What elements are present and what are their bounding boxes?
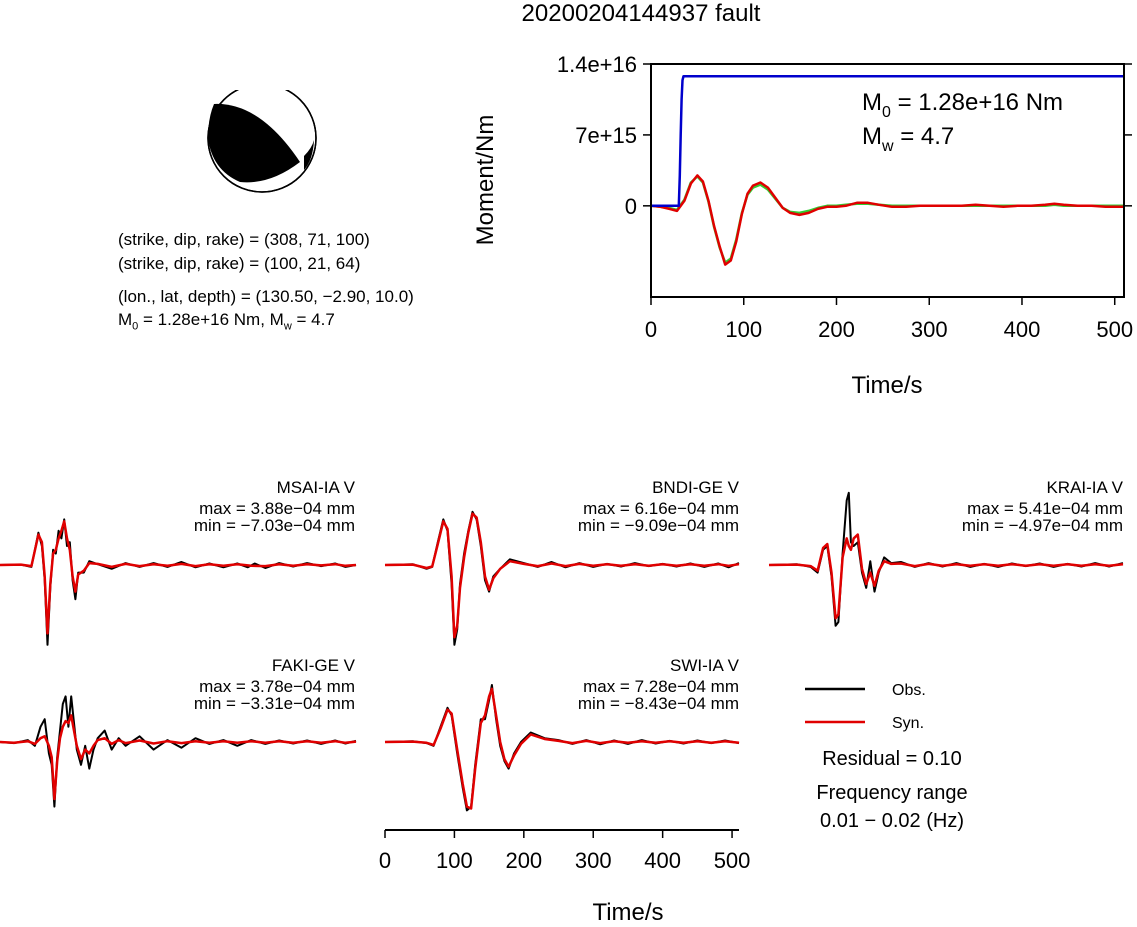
station-label: BNDI-GE V [652, 478, 740, 497]
moment-series-line [650, 174, 1124, 266]
max-amplitude-label: max = 7.28e−04 mm [583, 677, 739, 696]
station-label: MSAI-IA V [277, 478, 356, 497]
moment-xlabel: Time/s [851, 372, 922, 399]
max-amplitude-label: max = 3.88e−04 mm [199, 499, 355, 518]
moment-ylabel: Moment/Nm [472, 115, 499, 246]
moment-xtick-label: 500 [1096, 317, 1133, 342]
moment-plot-frame [650, 63, 1125, 298]
hypocenter-info: (lon., lat, depth) = (130.50, −2.90, 10.… [118, 287, 414, 306]
moment-ytick-label: 1.4e+16 [557, 52, 637, 77]
m0-annotation: M0 = 1.28e+16 Nm [862, 89, 1063, 121]
mw-annotation: Mw = 4.7 [862, 123, 954, 155]
waveform-xtick-label: 100 [436, 848, 473, 873]
moment-series-line [650, 175, 1124, 264]
beachball-icon [207, 90, 317, 193]
moment-xtick-label: 200 [818, 317, 855, 342]
legend: Obs. Syn. [805, 682, 926, 732]
min-amplitude-label: min = −4.97e−04 mm [962, 516, 1123, 535]
nodal-plane-2: (strike, dip, rake) = (100, 21, 64) [118, 254, 361, 273]
max-amplitude-label: max = 6.16e−04 mm [583, 499, 739, 518]
waveform-xtick-label: 200 [505, 848, 542, 873]
waveform-xlabel: Time/s [592, 899, 663, 926]
synthetic-trace [384, 512, 740, 639]
moment-xtick-label: 0 [645, 317, 657, 342]
nodal-plane-1: (strike, dip, rake) = (308, 71, 100) [118, 230, 370, 249]
moment-xtick-label: 400 [1004, 317, 1041, 342]
min-amplitude-label: min = −3.31e−04 mm [194, 694, 355, 713]
legend-obs-label: Obs. [892, 682, 926, 699]
station-label: FAKI-GE V [272, 656, 356, 675]
waveform-xtick-label: 0 [379, 848, 391, 873]
moment-series-line [651, 74, 1124, 208]
page-title: 20200204144937 fault [521, 0, 761, 27]
min-amplitude-label: min = −7.03e−04 mm [194, 516, 355, 535]
moment-xtick-label: 100 [725, 317, 762, 342]
max-amplitude-label: max = 5.41e−04 mm [967, 499, 1123, 518]
waveform-xtick-label: 300 [575, 848, 612, 873]
max-amplitude-label: max = 3.78e−04 mm [199, 677, 355, 696]
station-label: SWI-IA V [670, 656, 740, 675]
observed-trace [0, 518, 357, 646]
min-amplitude-label: min = −8.43e−04 mm [578, 694, 739, 713]
magnitude-info: M0 = 1.28e+16 Nm, Mw = 4.7 [118, 310, 335, 333]
synthetic-trace [384, 687, 740, 810]
min-amplitude-label: min = −9.09e−04 mm [578, 516, 739, 535]
waveform-xtick-label: 500 [714, 848, 751, 873]
synthetic-trace [768, 533, 1124, 620]
waveform-xtick-label: 400 [644, 848, 681, 873]
synthetic-trace [0, 714, 357, 801]
moment-ytick-label: 0 [625, 194, 637, 219]
synthetic-trace [0, 520, 357, 635]
moment-xtick-label: 300 [911, 317, 948, 342]
legend-syn-label: Syn. [892, 715, 924, 732]
moment-ytick-label: 7e+15 [575, 123, 637, 148]
station-label: KRAI-IA V [1046, 478, 1123, 497]
residual-text: Residual = 0.10 [822, 748, 962, 770]
frequency-value: 0.01 − 0.02 (Hz) [820, 810, 964, 832]
frequency-title: Frequency range [816, 782, 968, 804]
